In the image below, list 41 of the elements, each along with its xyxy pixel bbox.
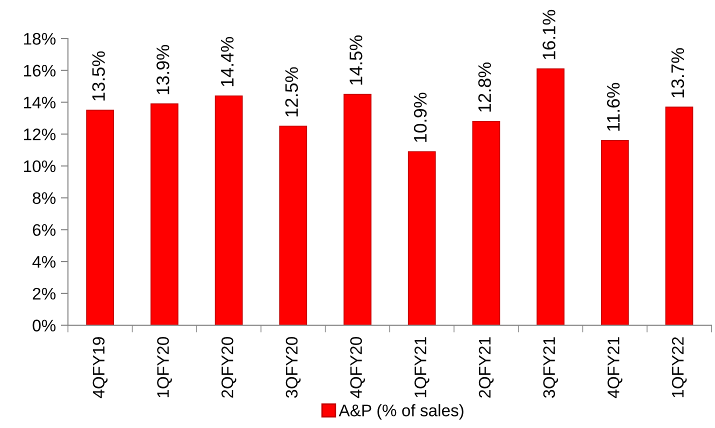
data-label: 13.5% xyxy=(92,51,105,100)
bar xyxy=(279,126,308,326)
data-label: 13.9% xyxy=(156,44,170,94)
y-tick-label: 12% xyxy=(24,128,56,140)
x-tick-label: 1QFY21 xyxy=(414,337,430,398)
y-tick-label: 16% xyxy=(24,64,56,77)
bar xyxy=(472,120,500,326)
y-tick-label: 2% xyxy=(32,288,56,300)
x-tick-label: 2QFY20 xyxy=(221,337,236,398)
bar xyxy=(665,106,694,326)
data-label: 13.7% xyxy=(671,48,684,98)
bar xyxy=(536,68,564,326)
data-label: 16.1% xyxy=(542,10,556,60)
data-label: 14.5% xyxy=(350,35,362,85)
bar xyxy=(600,140,629,326)
x-tick-label: 4QFY20 xyxy=(350,337,365,398)
y-tick-label: 10% xyxy=(24,160,56,172)
y-tick-label: 0% xyxy=(32,320,56,332)
x-tick-label: 3QFY20 xyxy=(286,337,301,398)
x-tick-label: 1QFY20 xyxy=(157,337,172,398)
bar xyxy=(214,95,243,326)
data-label: 11.6% xyxy=(606,82,620,131)
y-tick-label: 8% xyxy=(32,192,56,204)
data-label: 14.4% xyxy=(220,36,234,86)
bar xyxy=(150,103,178,326)
x-tick-label: 1QFY22 xyxy=(672,337,687,398)
y-tick-label: 18% xyxy=(24,32,56,45)
bar xyxy=(408,151,436,326)
data-label: 10.9% xyxy=(414,92,427,142)
bar xyxy=(86,110,114,326)
legend-label: A&P (% of sales) xyxy=(338,404,464,420)
y-tick-label: 4% xyxy=(32,256,56,268)
data-label: 12.5% xyxy=(285,67,298,116)
x-tick-label: 2QFY21 xyxy=(478,337,494,398)
data-label: 12.8% xyxy=(478,62,492,112)
x-tick-label: 4QFY21 xyxy=(608,337,622,398)
y-tick-label: 14% xyxy=(24,96,56,108)
x-tick-label: 3QFY21 xyxy=(543,337,558,398)
x-tick-label: 4QFY19 xyxy=(92,337,108,398)
y-tick-label: 6% xyxy=(32,224,56,236)
bar xyxy=(344,94,372,326)
